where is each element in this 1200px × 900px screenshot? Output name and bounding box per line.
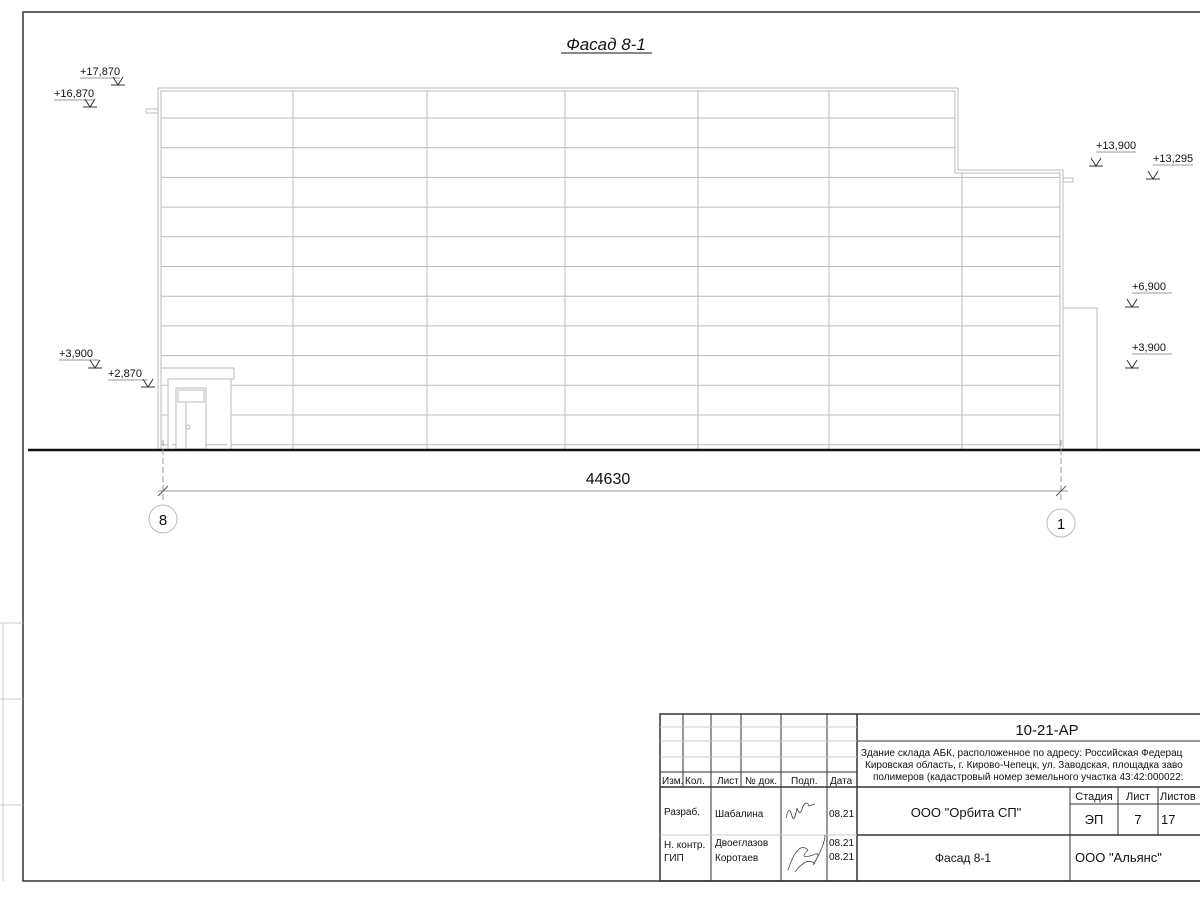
drawing-title: Фасад 8-1: [566, 35, 646, 54]
sheet-name: Фасад 8-1: [935, 851, 991, 865]
header-list: Лист: [717, 776, 739, 787]
dimension-line: [157, 440, 1068, 500]
sheets-value: 17: [1161, 812, 1175, 827]
level-mark: +13,900: [1089, 140, 1136, 167]
organization: ООО "Орбита СП": [911, 805, 1022, 820]
entrance-door[interactable]: [175, 387, 207, 450]
annex: [1062, 307, 1098, 450]
signature-image: [787, 834, 826, 873]
date-norm-control: 08.21: [829, 838, 854, 849]
address-line-1: Здание склада АБК, расположенное по адре…: [861, 748, 1183, 759]
axis-marker-1: 1: [1046, 508, 1076, 538]
role-chief-engineer: ГИП: [664, 853, 684, 864]
name-developer: Шабалина: [715, 808, 764, 820]
level-mark: +6,900: [1125, 281, 1172, 308]
date-chief-engineer: 08.21: [829, 852, 854, 863]
signature-image: [785, 802, 816, 820]
overall-dimension: 44630: [586, 471, 631, 488]
level-mark: +17,870: [80, 66, 125, 86]
project-code: 10-21-АР: [1015, 722, 1078, 739]
level-marks: +17,870 +16,870 +3,900 +2,870 +13,900 +13,295…: [54, 66, 1193, 388]
header-date: Дата: [830, 776, 853, 787]
gutter-left: [145, 108, 159, 114]
gutter-right: [1062, 177, 1074, 183]
address-line-2: Кировская область, г. Кирово-Чепецк, ул.…: [865, 759, 1183, 771]
svg-text:+2,870: +2,870: [108, 368, 142, 380]
name-chief-engineer: Коротаев: [715, 853, 758, 864]
sheets-label: Листов: [1160, 791, 1196, 803]
svg-text:+13,900: +13,900: [1096, 140, 1136, 152]
header-kol: Кол.: [685, 776, 705, 787]
header-izm: Изм.: [662, 776, 683, 787]
svg-text:+16,870: +16,870: [54, 88, 94, 100]
svg-text:1: 1: [1057, 516, 1065, 533]
title-block-text: Изм. Кол. Лист № док. Подп. Дата Разраб.…: [662, 722, 1196, 873]
sheet-label: Лист: [1126, 791, 1150, 803]
address-line-3: полимеров (кадастровый номер земельного …: [873, 772, 1183, 783]
header-doc: № док.: [745, 776, 777, 787]
axis-marker-8: 8: [148, 504, 178, 534]
level-mark: +3,900: [59, 348, 102, 369]
svg-text:+6,900: +6,900: [1132, 281, 1166, 293]
level-mark: +2,870: [108, 368, 155, 388]
level-mark: +3,900: [1125, 342, 1172, 369]
stage-label: Стадия: [1075, 791, 1113, 803]
role-norm-control: Н. контр.: [664, 840, 705, 851]
role-developer: Разраб.: [664, 806, 700, 818]
level-mark: +16,870: [54, 88, 97, 108]
svg-text:+3,900: +3,900: [1132, 342, 1166, 354]
svg-text:+13,295: +13,295: [1153, 153, 1193, 165]
stage-value: ЭП: [1085, 812, 1104, 827]
building-outline-inner: [160, 90, 1061, 449]
sheet-value: 7: [1134, 812, 1141, 827]
svg-text:8: 8: [159, 512, 167, 529]
level-mark: +13,295: [1146, 153, 1193, 180]
title-block: [659, 713, 1200, 882]
name-norm-control: Двоеглазов: [715, 838, 768, 849]
header-sign: Подп.: [791, 776, 818, 787]
building-elevation: [145, 87, 1098, 450]
svg-text:+3,900: +3,900: [59, 348, 93, 360]
sheet-frame: [0, 11, 1200, 882]
svg-text:+17,870: +17,870: [80, 66, 120, 78]
company: ООО "Альянс": [1075, 850, 1162, 865]
date-developer: 08.21: [829, 809, 854, 820]
building-outline: [157, 87, 1064, 449]
